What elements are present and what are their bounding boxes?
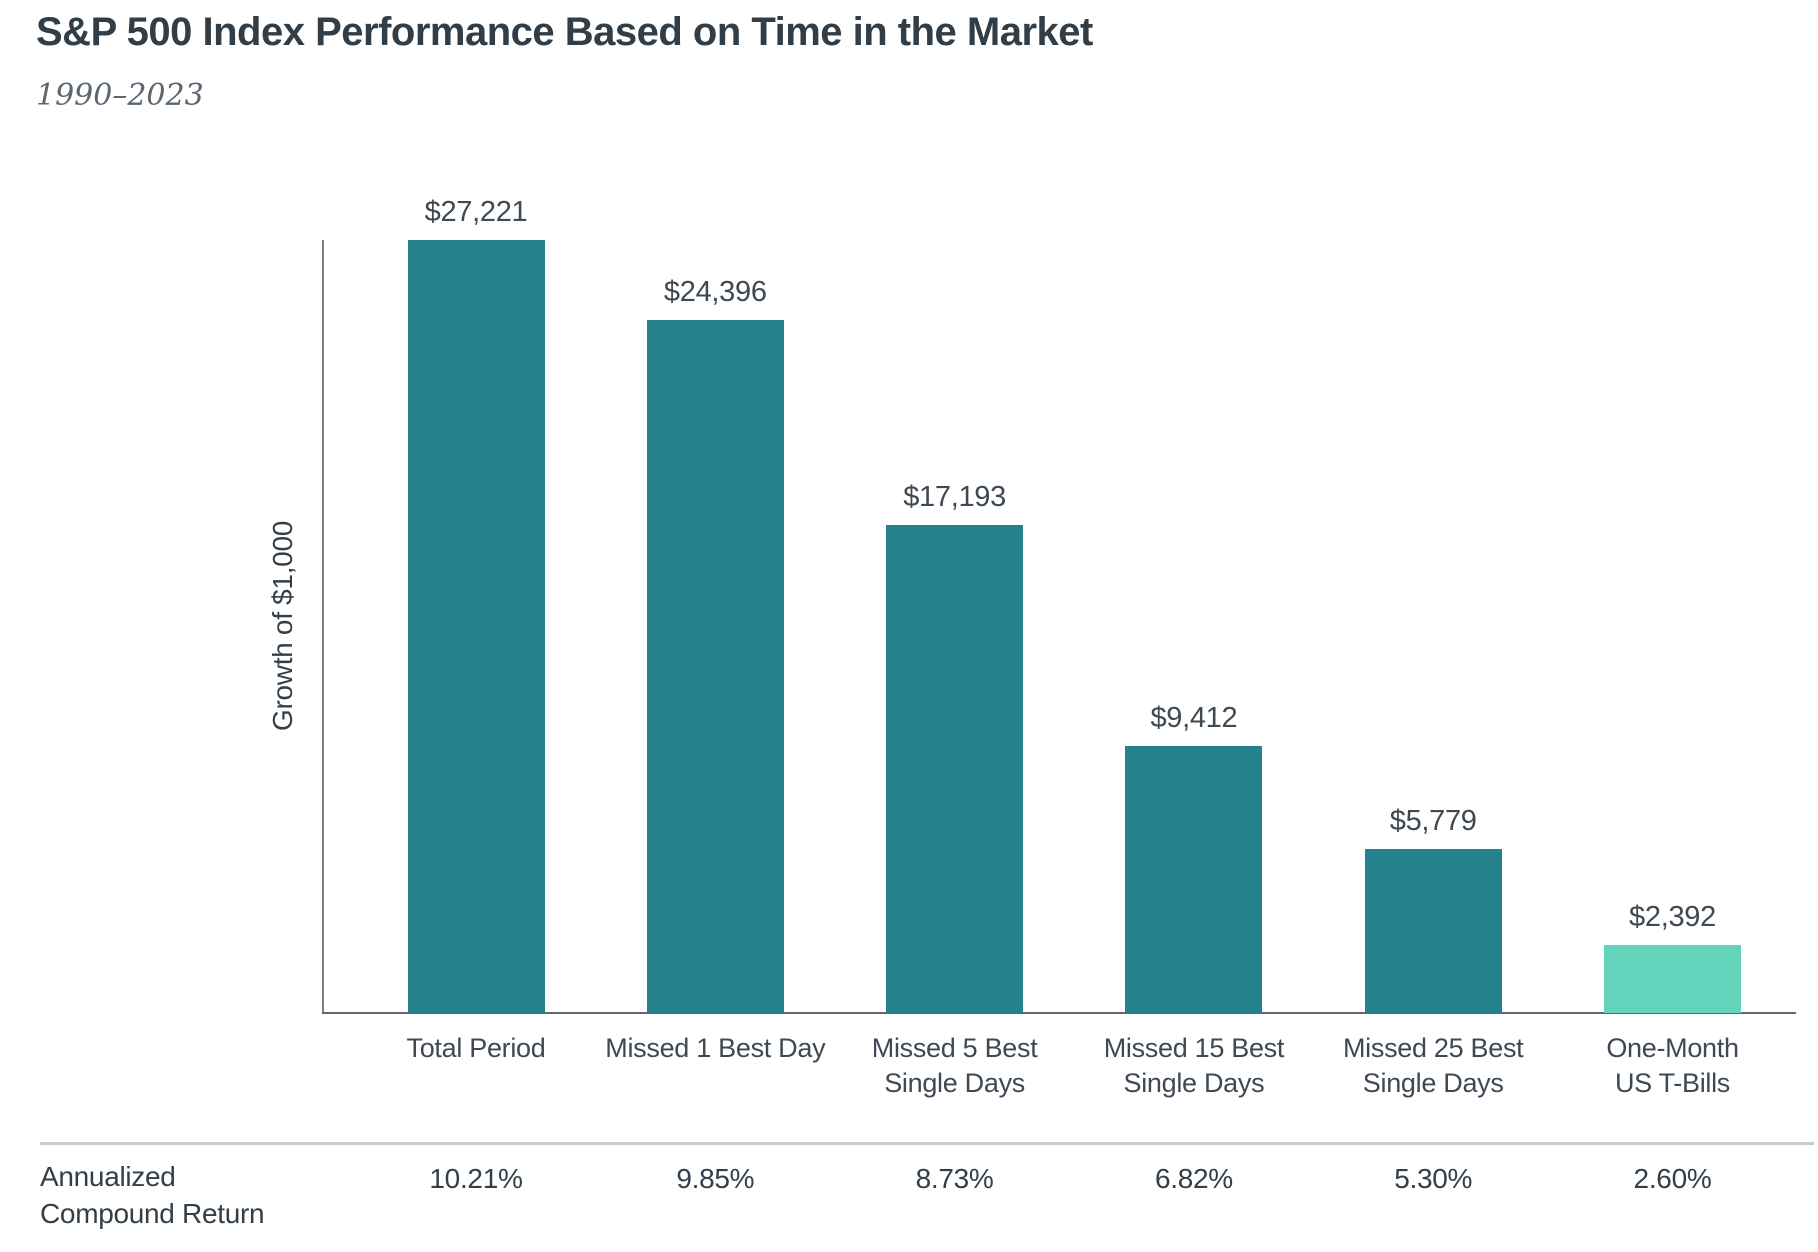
- annualized-return-missed-25-best-single-days: 5.30%: [1394, 1163, 1473, 1194]
- table-divider-line: [40, 1142, 1814, 1145]
- bar-one-month-us-t-bills: [1604, 945, 1741, 1013]
- returns-row-label-line1: Annualized: [40, 1161, 176, 1192]
- bar-value-label-missed-25-best-single-days: $5,779: [1389, 805, 1477, 837]
- category-label-missed-1-best-day-line1: Missed 1 Best Day: [605, 1033, 826, 1063]
- bar-value-label-missed-1-best-day: $24,396: [663, 276, 767, 308]
- bar-value-label-one-month-us-t-bills: $2,392: [1629, 901, 1716, 933]
- category-label-missed-25-best-single-days: Missed 25 Best Single Days: [1303, 1031, 1563, 1101]
- x-axis-line: [322, 1012, 1796, 1014]
- bar-value-label-total-period: $27,221: [424, 196, 528, 228]
- chart-title: S&P 500 Index Performance Based on Time …: [36, 10, 1093, 54]
- category-label-one-month-us-t-bills-line1: One-Month: [1606, 1033, 1739, 1063]
- annualized-return-one-month-us-t-bills: 2.60%: [1633, 1163, 1712, 1194]
- y-axis-label: Growth of $1,000: [267, 521, 298, 731]
- y-axis-line: [322, 240, 324, 1013]
- annualized-return-total-period: 10.21%: [429, 1163, 523, 1194]
- bar-missed-5-best-single-days: [886, 525, 1024, 1013]
- bar-missed-15-best-single-days: [1125, 746, 1263, 1013]
- category-label-total-period: Total Period: [346, 1031, 606, 1066]
- returns-row-label-line2: Compound Return: [40, 1198, 265, 1229]
- category-label-missed-5-best-single-days: Missed 5 Best Single Days: [825, 1031, 1085, 1101]
- category-label-total-period-line1: Total Period: [406, 1033, 546, 1063]
- returns-row-label: Annualized Compound Return: [40, 1158, 265, 1232]
- category-label-missed-15-best-single-days: Missed 15 Best Single Days: [1064, 1031, 1324, 1101]
- annualized-return-missed-1-best-day: 9.85%: [676, 1163, 755, 1194]
- category-label-one-month-us-t-bills: One-Month US T-Bills: [1543, 1031, 1803, 1101]
- category-label-missed-25-best-single-days-line2: Single Days: [1362, 1068, 1504, 1098]
- category-label-missed-1-best-day: Missed 1 Best Day: [585, 1031, 845, 1066]
- bar-total-period: [407, 240, 545, 1013]
- category-label-missed-25-best-single-days-line1: Missed 25 Best: [1342, 1033, 1524, 1063]
- category-label-one-month-us-t-bills-line2: US T-Bills: [1614, 1068, 1731, 1098]
- annualized-return-missed-5-best-single-days: 8.73%: [915, 1163, 994, 1194]
- category-label-missed-5-best-single-days-line2: Single Days: [884, 1068, 1025, 1098]
- category-label-missed-5-best-single-days-line1: Missed 5 Best: [871, 1033, 1038, 1063]
- bar-missed-25-best-single-days: [1364, 849, 1502, 1013]
- bar-missed-1-best-day: [646, 320, 784, 1013]
- bar-value-label-missed-15-best-single-days: $9,412: [1150, 702, 1238, 734]
- annualized-return-missed-15-best-single-days: 6.82%: [1154, 1163, 1233, 1194]
- chart-subtitle: 1990–2023: [36, 78, 204, 113]
- category-label-missed-15-best-single-days-line2: Single Days: [1123, 1068, 1265, 1098]
- bar-value-label-missed-5-best-single-days: $17,193: [903, 481, 1006, 513]
- category-label-missed-15-best-single-days-line1: Missed 15 Best: [1103, 1033, 1285, 1063]
